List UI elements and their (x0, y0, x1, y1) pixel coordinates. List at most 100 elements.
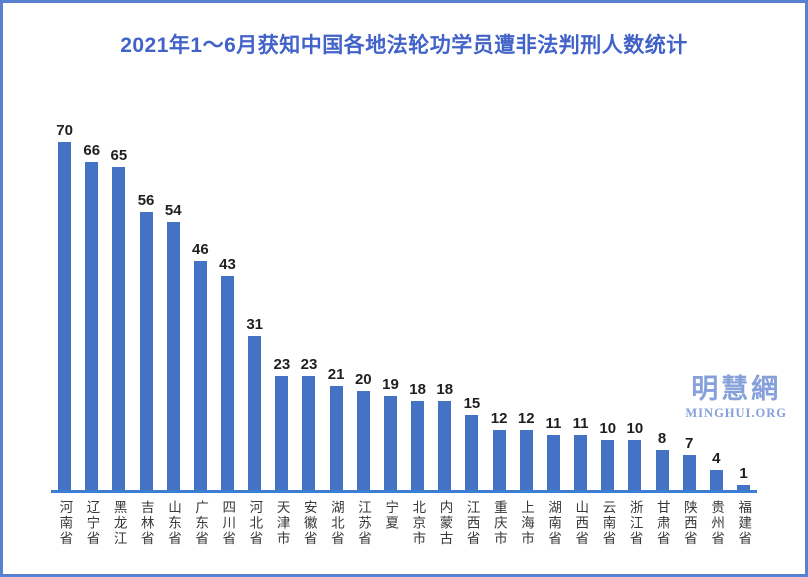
bar (329, 386, 343, 490)
x-axis-label-cell: 四川省 (214, 500, 241, 547)
x-axis-label-cell: 黑龙江 (105, 500, 132, 547)
x-axis-label: 河北省 (247, 500, 263, 547)
bar-column: 43 (214, 255, 241, 490)
x-axis-label-cell: 北京市 (404, 500, 431, 547)
watermark-english-text: MINGHUI.ORG (685, 405, 787, 420)
bar-column: 10 (594, 419, 621, 490)
x-axis-label-cell: 江苏省 (350, 500, 377, 547)
bar-column: 15 (458, 394, 485, 490)
bar-column: 66 (78, 141, 105, 490)
bar (492, 430, 506, 490)
bar (465, 415, 479, 490)
bar (682, 455, 696, 490)
x-axis-label: 福建省 (736, 500, 752, 547)
bar-value-label: 19 (382, 375, 399, 393)
x-axis-label: 河南省 (57, 500, 73, 547)
x-axis-label-cell: 福建省 (730, 500, 757, 547)
x-axis-label-cell: 上海市 (513, 500, 540, 547)
x-axis-label: 重庆市 (491, 500, 507, 547)
x-axis-label: 陕西省 (681, 500, 697, 547)
bar (221, 276, 235, 490)
x-axis-label-cell: 山西省 (567, 500, 594, 547)
bar-value-label: 43 (219, 255, 236, 273)
bar-column: 10 (621, 419, 648, 490)
bar-value-label: 7 (685, 434, 694, 452)
bar-column: 18 (404, 381, 431, 490)
x-axis-label-cell: 广东省 (187, 500, 214, 547)
bar-column: 23 (295, 355, 322, 490)
bar-column: 4 (703, 450, 730, 490)
bar-column: 54 (160, 202, 187, 490)
bar-value-label: 65 (110, 146, 128, 164)
bar-value-label: 10 (626, 419, 644, 437)
bar-column: 8 (648, 430, 675, 490)
bar (628, 440, 642, 490)
bar (356, 391, 370, 490)
x-axis-label: 天津市 (274, 500, 290, 547)
bar (85, 162, 99, 490)
bar (411, 401, 425, 490)
bar-column: 46 (187, 241, 214, 490)
bar-value-label: 21 (327, 365, 345, 383)
bar (601, 440, 615, 490)
bar-value-label: 66 (83, 141, 101, 159)
x-axis-label: 浙江省 (627, 500, 643, 547)
x-axis-label: 云南省 (600, 500, 616, 547)
x-axis-label-cell: 吉林省 (132, 500, 159, 547)
bar-value-label: 12 (490, 409, 508, 427)
x-axis-labels-row: 河南省 辽宁省 黑龙江 吉林省 山东省 广东省 四川省 河北省 天津市 安徽省 湖北省 江苏省 宁夏 北京… (51, 500, 757, 547)
x-axis-label: 安徽省 (301, 500, 317, 547)
x-axis-label: 甘肃省 (654, 500, 670, 547)
bar (302, 376, 316, 490)
bar-column: 23 (268, 355, 295, 490)
bar-value-label: 56 (137, 191, 155, 209)
x-axis-label-cell: 湖北省 (323, 500, 350, 547)
bar (248, 336, 262, 490)
bar-column: 11 (567, 414, 594, 490)
x-axis-label: 山东省 (165, 500, 181, 547)
bar (139, 212, 153, 490)
bar-value-label: 31 (246, 315, 264, 333)
x-axis-label-cell: 天津市 (268, 500, 295, 547)
bar-value-label: 12 (517, 409, 535, 427)
bar-value-label: 10 (599, 419, 617, 437)
bar (58, 142, 72, 490)
bar (383, 396, 397, 490)
bar (655, 450, 669, 490)
bar-column: 21 (323, 365, 350, 490)
bar-value-label: 11 (572, 414, 589, 432)
minghui-watermark: 明慧網 MINGHUI.ORG (685, 375, 787, 421)
bar-value-label: 15 (463, 394, 481, 412)
x-axis-label-cell: 重庆市 (486, 500, 513, 547)
bar-value-label: 1 (739, 464, 748, 482)
x-axis-label-cell: 河北省 (241, 500, 268, 547)
x-axis-label-cell: 浙江省 (621, 500, 648, 547)
chart-title: 2021年1～6月获知中国各地法轮功学员遭非法判刑人数统计 (120, 34, 688, 57)
x-axis-label-cell: 云南省 (594, 500, 621, 547)
bar (546, 435, 560, 490)
bar-value-label: 18 (436, 380, 454, 398)
bar-value-label: 23 (273, 355, 291, 373)
bar-column: 70 (51, 122, 78, 490)
x-axis-label-cell: 河南省 (51, 500, 78, 547)
x-axis-label: 江西省 (464, 500, 480, 547)
bar-value-label: 23 (300, 355, 318, 373)
bar-column: 31 (241, 315, 268, 490)
bar-column: 1 (730, 464, 757, 490)
bar (519, 430, 533, 490)
bar (275, 376, 289, 490)
x-axis-label-cell: 贵州省 (703, 500, 730, 547)
bar-column: 7 (676, 434, 703, 490)
x-axis-label: 辽宁省 (84, 500, 100, 547)
plot-area: 70 66 65 56 54 46 43 31 23 23 21 20 19 18 18 15 12 12 11 11… (51, 103, 757, 547)
bar-value-label: 20 (354, 370, 372, 388)
x-axis-label-cell: 甘肃省 (648, 500, 675, 547)
x-axis-label: 贵州省 (709, 500, 725, 547)
x-axis-label: 吉林省 (138, 500, 154, 547)
x-axis-label-cell: 宁夏 (377, 500, 404, 547)
x-axis-label-cell: 内蒙古 (431, 500, 458, 547)
bar (112, 167, 126, 490)
bar-column: 19 (377, 375, 404, 490)
bar (193, 261, 207, 490)
bar (709, 470, 723, 490)
